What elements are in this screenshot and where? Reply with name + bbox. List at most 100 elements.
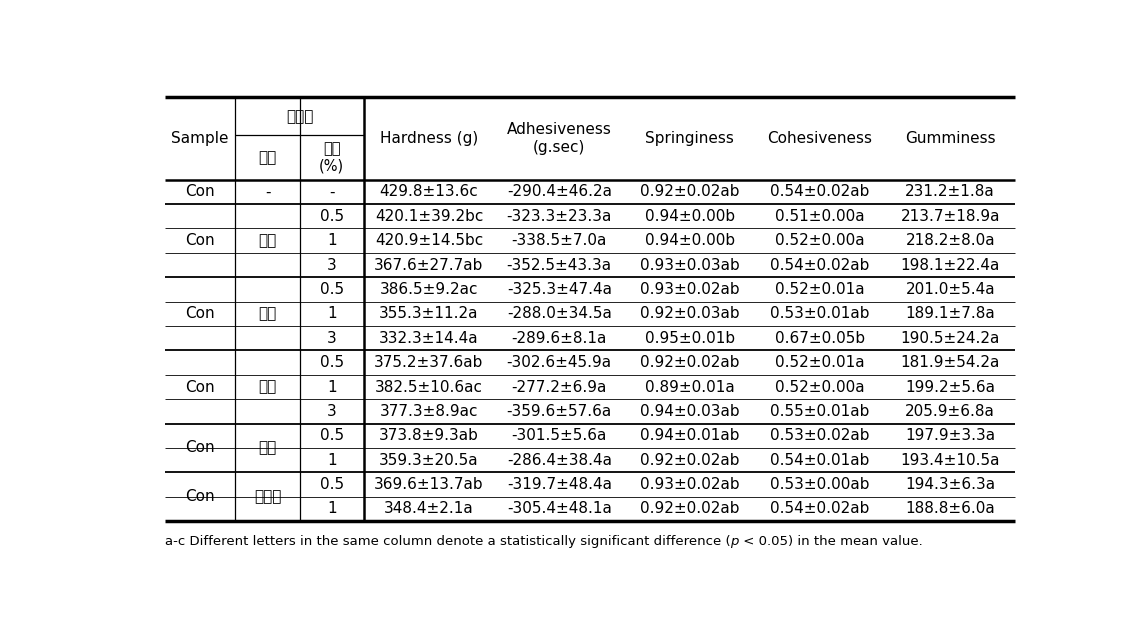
Text: 0.89±0.01a: 0.89±0.01a xyxy=(645,380,734,394)
Text: -: - xyxy=(264,184,270,200)
Text: -288.0±34.5a: -288.0±34.5a xyxy=(507,306,612,322)
Text: 369.6±13.7ab: 369.6±13.7ab xyxy=(374,477,483,492)
Text: 0.94±0.03ab: 0.94±0.03ab xyxy=(640,404,740,419)
Text: 0.52±0.01a: 0.52±0.01a xyxy=(775,282,865,297)
Text: 190.5±24.2a: 190.5±24.2a xyxy=(901,330,1000,346)
Text: -352.5±43.3a: -352.5±43.3a xyxy=(507,258,612,272)
Text: < 0.05) in the mean value.: < 0.05) in the mean value. xyxy=(739,535,922,548)
Text: 0.93±0.03ab: 0.93±0.03ab xyxy=(640,258,740,272)
Text: 0.53±0.00ab: 0.53±0.00ab xyxy=(771,477,870,492)
Text: 1: 1 xyxy=(327,453,336,468)
Text: 0.52±0.00a: 0.52±0.00a xyxy=(775,380,865,394)
Text: 197.9±3.3a: 197.9±3.3a xyxy=(905,428,995,443)
Text: 355.3±11.2a: 355.3±11.2a xyxy=(380,306,479,322)
Text: 0.5: 0.5 xyxy=(319,282,344,297)
Text: -305.4±48.1a: -305.4±48.1a xyxy=(507,501,612,516)
Text: 젬란: 젬란 xyxy=(259,380,277,394)
Text: 0.52±0.00a: 0.52±0.00a xyxy=(775,234,865,248)
Text: 373.8±9.3ab: 373.8±9.3ab xyxy=(380,428,479,443)
Text: -289.6±8.1a: -289.6±8.1a xyxy=(512,330,606,346)
Text: 0.54±0.02ab: 0.54±0.02ab xyxy=(771,501,870,516)
Text: -338.5±7.0a: -338.5±7.0a xyxy=(512,234,606,248)
Text: 205.9±6.8a: 205.9±6.8a xyxy=(905,404,995,419)
Text: Con: Con xyxy=(185,489,214,504)
Text: 359.3±20.5a: 359.3±20.5a xyxy=(380,453,479,468)
Text: 0.94±0.00b: 0.94±0.00b xyxy=(644,234,734,248)
Text: Con: Con xyxy=(185,380,214,394)
Text: 3: 3 xyxy=(327,258,336,272)
Text: -277.2±6.9a: -277.2±6.9a xyxy=(512,380,606,394)
Text: 201.0±5.4a: 201.0±5.4a xyxy=(905,282,995,297)
Text: 0.67±0.05b: 0.67±0.05b xyxy=(775,330,865,346)
Text: 0.53±0.01ab: 0.53±0.01ab xyxy=(771,306,870,322)
Text: 377.3±8.9ac: 377.3±8.9ac xyxy=(380,404,479,419)
Text: 0.92±0.02ab: 0.92±0.02ab xyxy=(640,184,740,200)
Text: 0.51±0.00a: 0.51±0.00a xyxy=(775,209,865,224)
Text: 348.4±2.1a: 348.4±2.1a xyxy=(384,501,474,516)
Text: -323.3±23.3a: -323.3±23.3a xyxy=(506,209,612,224)
Text: 1: 1 xyxy=(327,380,336,394)
Text: 3: 3 xyxy=(327,330,336,346)
Text: 1: 1 xyxy=(327,234,336,248)
Text: 0.53±0.02ab: 0.53±0.02ab xyxy=(771,428,870,443)
Text: 첨가물: 첨가물 xyxy=(286,108,314,124)
Text: -359.6±57.6a: -359.6±57.6a xyxy=(506,404,612,419)
Text: Hardness (g): Hardness (g) xyxy=(380,131,478,146)
Text: Con: Con xyxy=(185,306,214,322)
Text: 농도
(%): 농도 (%) xyxy=(319,141,344,174)
Text: Cohesiveness: Cohesiveness xyxy=(767,131,872,146)
Text: 0.93±0.02ab: 0.93±0.02ab xyxy=(640,477,740,492)
Text: 3: 3 xyxy=(327,404,336,419)
Text: -: - xyxy=(329,184,334,200)
Text: 1: 1 xyxy=(327,306,336,322)
Text: 0.92±0.02ab: 0.92±0.02ab xyxy=(640,453,740,468)
Text: 189.1±7.8a: 189.1±7.8a xyxy=(905,306,995,322)
Text: 0.5: 0.5 xyxy=(319,428,344,443)
Text: 0.54±0.01ab: 0.54±0.01ab xyxy=(771,453,870,468)
Text: 199.2±5.6a: 199.2±5.6a xyxy=(905,380,995,394)
Text: 332.3±14.4a: 332.3±14.4a xyxy=(380,330,479,346)
Text: -286.4±38.4a: -286.4±38.4a xyxy=(507,453,612,468)
Text: 420.9±14.5bc: 420.9±14.5bc xyxy=(375,234,483,248)
Text: 429.8±13.6c: 429.8±13.6c xyxy=(380,184,479,200)
Text: 알깁산: 알깁산 xyxy=(254,489,282,504)
Text: 382.5±10.6ac: 382.5±10.6ac xyxy=(375,380,483,394)
Text: 0.94±0.00b: 0.94±0.00b xyxy=(644,209,734,224)
Text: 0.52±0.01a: 0.52±0.01a xyxy=(775,355,865,370)
Text: 0.55±0.01ab: 0.55±0.01ab xyxy=(771,404,870,419)
Text: 0.92±0.03ab: 0.92±0.03ab xyxy=(640,306,740,322)
Text: 0.5: 0.5 xyxy=(319,477,344,492)
Text: 193.4±10.5a: 193.4±10.5a xyxy=(901,453,1000,468)
Text: 0.54±0.02ab: 0.54±0.02ab xyxy=(771,258,870,272)
Text: 0.95±0.01b: 0.95±0.01b xyxy=(644,330,734,346)
Text: p: p xyxy=(731,535,739,548)
Text: 구아: 구아 xyxy=(259,234,277,248)
Text: 0.93±0.02ab: 0.93±0.02ab xyxy=(640,282,740,297)
Text: Adhesiveness
(g.sec): Adhesiveness (g.sec) xyxy=(507,122,612,154)
Text: 펝틴: 펝틴 xyxy=(259,440,277,456)
Text: 0.92±0.02ab: 0.92±0.02ab xyxy=(640,501,740,516)
Text: 198.1±22.4a: 198.1±22.4a xyxy=(901,258,1000,272)
Text: 375.2±37.6ab: 375.2±37.6ab xyxy=(374,355,483,370)
Text: 0.5: 0.5 xyxy=(319,355,344,370)
Text: Con: Con xyxy=(185,234,214,248)
Text: 213.7±18.9a: 213.7±18.9a xyxy=(901,209,1000,224)
Text: 0.5: 0.5 xyxy=(319,209,344,224)
Text: 218.2±8.0a: 218.2±8.0a xyxy=(905,234,995,248)
Text: Con: Con xyxy=(185,440,214,456)
Text: -319.7±48.4a: -319.7±48.4a xyxy=(507,477,612,492)
Text: 188.8±6.0a: 188.8±6.0a xyxy=(905,501,995,516)
Text: 0.54±0.02ab: 0.54±0.02ab xyxy=(771,184,870,200)
Text: 잔탄: 잔탄 xyxy=(259,306,277,322)
Text: a-c Different letters in the same column denote a statistically significant diff: a-c Different letters in the same column… xyxy=(164,535,731,548)
Text: 181.9±54.2a: 181.9±54.2a xyxy=(901,355,1000,370)
Text: -301.5±5.6a: -301.5±5.6a xyxy=(512,428,606,443)
Text: Con: Con xyxy=(185,184,214,200)
Text: 386.5±9.2ac: 386.5±9.2ac xyxy=(380,282,479,297)
Text: 0.94±0.01ab: 0.94±0.01ab xyxy=(640,428,740,443)
Text: Sample: Sample xyxy=(171,131,229,146)
Text: Gumminess: Gumminess xyxy=(905,131,995,146)
Text: Springiness: Springiness xyxy=(645,131,734,146)
Text: -325.3±47.4a: -325.3±47.4a xyxy=(507,282,612,297)
Text: 0.92±0.02ab: 0.92±0.02ab xyxy=(640,355,740,370)
